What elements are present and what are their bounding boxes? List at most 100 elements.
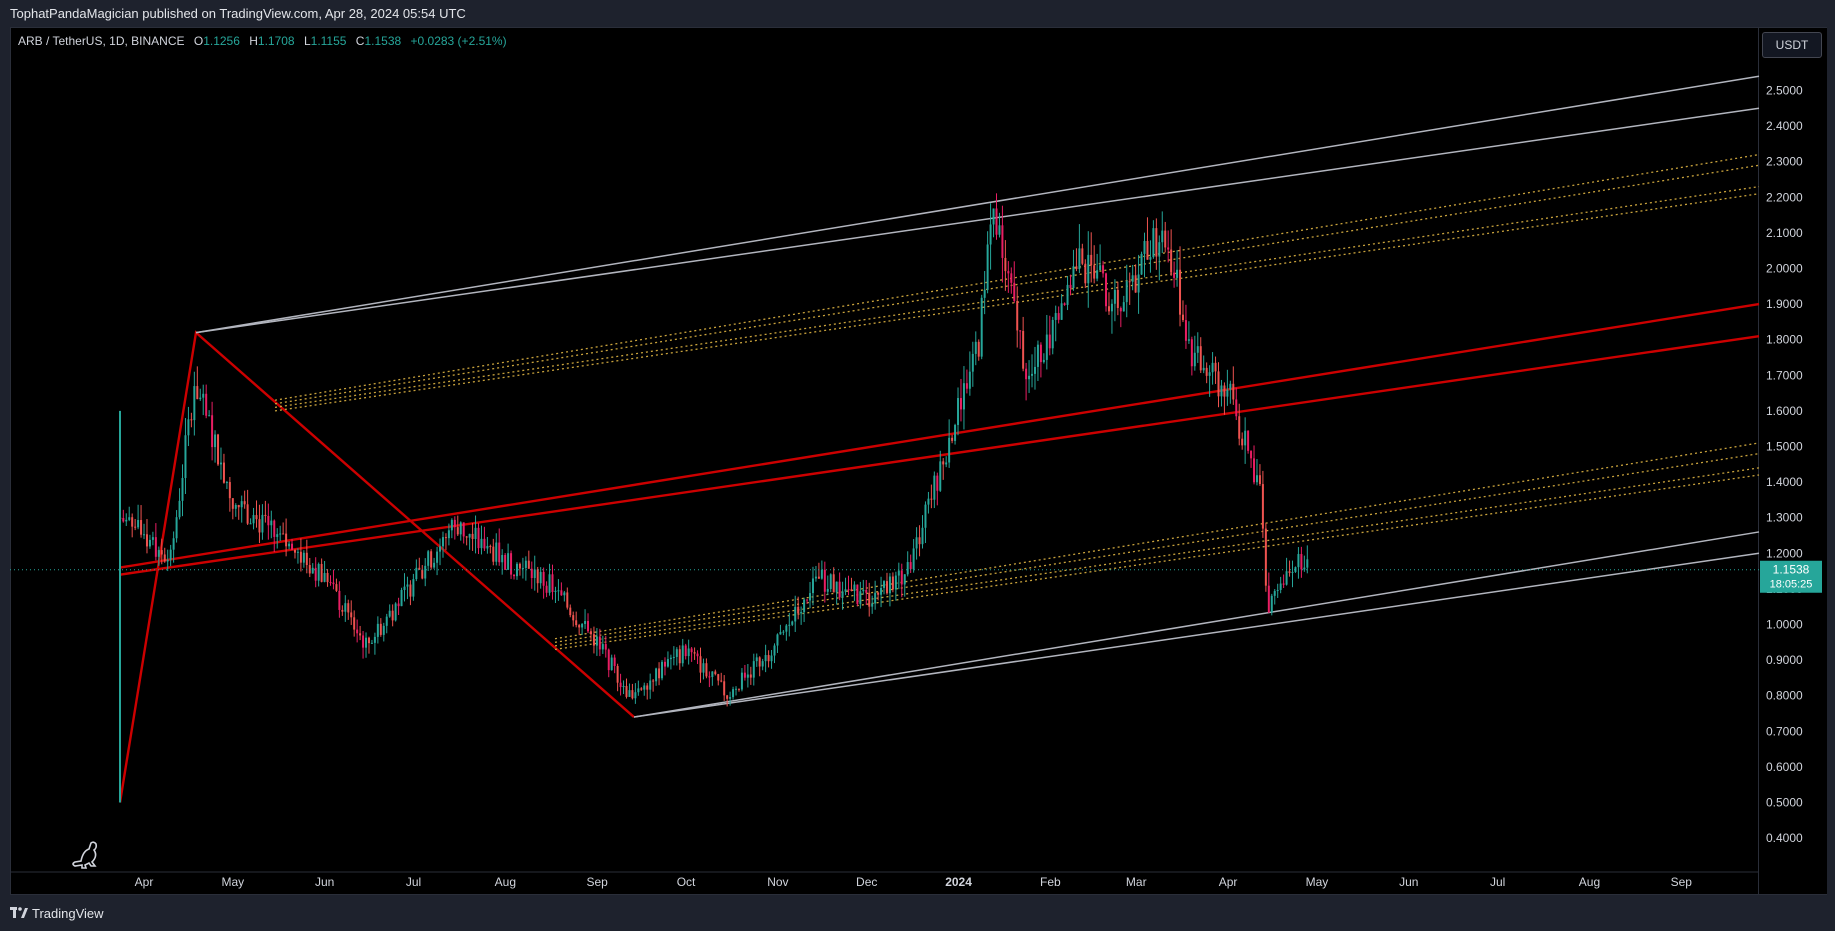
- candle-body: [492, 546, 495, 562]
- symbol-title[interactable]: ARB / TetherUS, 1D, BINANCE: [18, 34, 185, 48]
- candle-body: [1255, 475, 1258, 483]
- candle-body: [270, 520, 273, 526]
- candle-body: [261, 514, 264, 533]
- candle-body: [628, 690, 631, 697]
- candle-body: [282, 533, 285, 535]
- x-tick-label: Sep: [1671, 875, 1693, 889]
- candle-body: [992, 208, 995, 225]
- candle-body: [752, 661, 755, 678]
- candle-body: [237, 504, 240, 508]
- candle-body: [696, 653, 699, 657]
- candle-body: [341, 609, 344, 612]
- candle-body: [669, 657, 672, 660]
- candle-body: [468, 533, 471, 538]
- candle-body: [965, 383, 968, 389]
- candle-body: [625, 685, 628, 697]
- candle-body: [166, 559, 169, 562]
- candle-body: [1137, 274, 1140, 293]
- candle-body: [631, 690, 634, 699]
- y-tick-label: 0.7000: [1766, 724, 1803, 738]
- candle-body: [507, 553, 510, 570]
- candle-body: [995, 208, 998, 235]
- y-tick-label: 1.4000: [1766, 475, 1803, 489]
- candle-body: [862, 589, 865, 592]
- candle-body: [601, 644, 604, 650]
- candle-body: [915, 537, 918, 549]
- candle-body: [1306, 559, 1309, 568]
- candle-body: [252, 515, 255, 524]
- x-tick-label: Apr: [1219, 875, 1238, 889]
- candle-body: [800, 612, 803, 614]
- candle-body: [687, 648, 690, 657]
- published-text: TophatPandaMagician published on Trading…: [10, 6, 466, 21]
- candle-body: [767, 655, 770, 662]
- candle-body: [1078, 248, 1081, 270]
- candle-body: [1167, 247, 1170, 250]
- candle-body: [595, 636, 598, 646]
- candle-body: [231, 498, 234, 509]
- x-tick-label: Jun: [1399, 875, 1418, 889]
- candle-body: [598, 636, 601, 650]
- candle-body: [1048, 334, 1051, 349]
- footer-brand[interactable]: TradingView: [32, 906, 104, 921]
- candle-body: [693, 652, 696, 654]
- candle-body: [181, 477, 184, 501]
- chart-pane[interactable]: [10, 27, 1759, 895]
- candle-body: [1099, 265, 1102, 271]
- candle-body: [462, 522, 465, 537]
- x-tick-label: 2024: [945, 875, 972, 889]
- candle-body: [1294, 567, 1297, 572]
- candle-body: [394, 603, 397, 621]
- candle-body: [240, 501, 243, 508]
- candle-body: [542, 571, 545, 586]
- candle-body: [841, 591, 844, 598]
- candle-body: [619, 682, 622, 688]
- candle-body: [554, 590, 557, 592]
- y-tick-label: 1.6000: [1766, 404, 1803, 418]
- candle-body: [592, 634, 595, 646]
- candle-body: [924, 504, 927, 528]
- candle-body: [323, 572, 326, 582]
- candle-body: [1232, 383, 1235, 400]
- candle-body: [897, 570, 900, 576]
- candle-body: [746, 674, 749, 678]
- candle-body: [465, 536, 468, 538]
- candle-body: [285, 533, 288, 547]
- candle-body: [1054, 313, 1057, 320]
- candle-body: [1270, 595, 1273, 613]
- candle-body: [143, 534, 146, 536]
- price-axis[interactable]: [1759, 27, 1827, 895]
- candle-body: [563, 592, 566, 596]
- low-value: 1.1155: [310, 34, 347, 48]
- candle-body: [456, 527, 459, 535]
- candle-body: [335, 584, 338, 591]
- candle-body: [308, 565, 311, 574]
- candle-body: [418, 567, 421, 570]
- x-tick-label: Sep: [587, 875, 609, 889]
- channel-upper-line: [195, 107, 1760, 334]
- candle-body: [424, 565, 427, 579]
- x-tick-label: Aug: [1579, 875, 1600, 889]
- candle-body: [933, 475, 936, 500]
- candle-body: [974, 341, 977, 354]
- candle-body: [575, 620, 578, 626]
- candle-body: [968, 371, 971, 389]
- candle-body: [317, 563, 320, 581]
- candle-body: [178, 500, 181, 518]
- candle-body: [666, 659, 669, 667]
- candle-body: [1033, 366, 1036, 374]
- candle-body: [838, 581, 841, 598]
- candle-body: [1122, 302, 1125, 312]
- candle-body: [655, 668, 658, 682]
- candle-body: [249, 523, 252, 525]
- candle-body: [1060, 303, 1063, 320]
- candle-body: [320, 563, 323, 582]
- candle-body: [1045, 334, 1048, 360]
- y-tick-label: 1.2000: [1766, 546, 1803, 560]
- chart-canvas[interactable]: 2.5000 2.4000 2.3000 2.2000 2.1000 2.0000 1.90…: [0, 0, 1835, 895]
- dotted-fib-line: [274, 153, 1760, 401]
- candle-body: [1253, 458, 1256, 483]
- dino-mascot-icon: [72, 841, 98, 869]
- currency-unit-button[interactable]: USDT: [1762, 32, 1822, 58]
- candle-body: [169, 549, 172, 560]
